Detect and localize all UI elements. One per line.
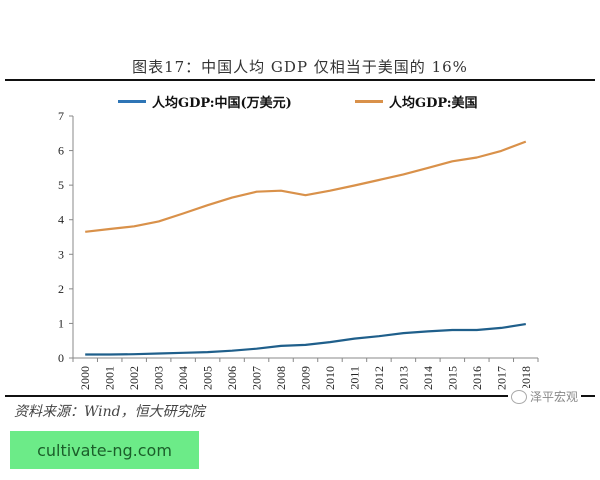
x-tick-label: 2007 xyxy=(250,366,264,390)
y-tick-label: 2 xyxy=(58,282,64,296)
chart-title: 图表17：中国人均 GDP 仅相当于美国的 16% xyxy=(132,58,468,76)
x-tick-label: 2016 xyxy=(470,366,484,390)
x-tick-label: 2018 xyxy=(519,366,533,390)
x-tick-label: 2015 xyxy=(445,366,459,390)
y-tick-label: 6 xyxy=(58,144,64,158)
x-tick-label: 2000 xyxy=(78,366,92,390)
chart-series xyxy=(85,140,527,356)
y-tick-label: 3 xyxy=(58,247,64,261)
x-tick-label: 2001 xyxy=(103,366,117,390)
x-tick-label: 2008 xyxy=(274,366,288,390)
legend-swatch-china xyxy=(118,100,146,103)
x-tick-label: 2014 xyxy=(421,366,435,390)
legend-swatch-usa xyxy=(355,100,383,103)
x-tick-label: 2011 xyxy=(347,366,361,390)
legend-item-china: 人均GDP:中国(万美元) xyxy=(118,92,292,111)
source-note: 资料来源：Wind，恒大研究院 xyxy=(14,404,205,420)
watermark: 泽平宏观 xyxy=(508,388,582,405)
legend-item-usa: 人均GDP:美国 xyxy=(355,92,478,111)
watermark-text: 泽平宏观 xyxy=(530,390,579,404)
x-tick-label: 2013 xyxy=(396,366,410,390)
x-tick-label: 2006 xyxy=(225,366,239,390)
x-tick-label: 2017 xyxy=(494,366,508,390)
wechat-logo-icon xyxy=(511,389,527,404)
y-tick-label: 5 xyxy=(58,178,64,192)
ad-banner[interactable]: cultivate-ng.com xyxy=(10,431,199,469)
x-tick-label: 2009 xyxy=(299,366,313,390)
ad-text: cultivate-ng.com xyxy=(37,440,172,460)
x-tick-label: 2012 xyxy=(372,366,386,390)
y-tick-label: 7 xyxy=(58,109,64,123)
top-rule xyxy=(5,79,595,81)
y-tick-label: 1 xyxy=(58,316,64,330)
series-line-usa xyxy=(85,140,527,233)
bottom-rule xyxy=(5,395,595,397)
x-tick-label: 2005 xyxy=(201,366,215,390)
x-tick-label: 2010 xyxy=(323,366,337,390)
legend-label-usa: 人均GDP:美国 xyxy=(389,96,478,111)
x-tick-label: 2004 xyxy=(176,366,190,390)
y-tick-label: 0 xyxy=(58,351,64,365)
series-line-china xyxy=(85,323,526,356)
chart-legend: 人均GDP:中国(万美元) 人均GDP:美国 xyxy=(0,92,600,112)
y-tick-label: 4 xyxy=(58,213,64,227)
x-tick-label: 2003 xyxy=(152,366,166,390)
legend-label-china: 人均GDP:中国(万美元) xyxy=(152,96,292,111)
x-tick-label: 2002 xyxy=(127,366,141,390)
chart-axes: 0 1 2 3 4 5 6 7 2000 2001 2002 2003 2004 2005 2006 2007… xyxy=(58,109,539,390)
